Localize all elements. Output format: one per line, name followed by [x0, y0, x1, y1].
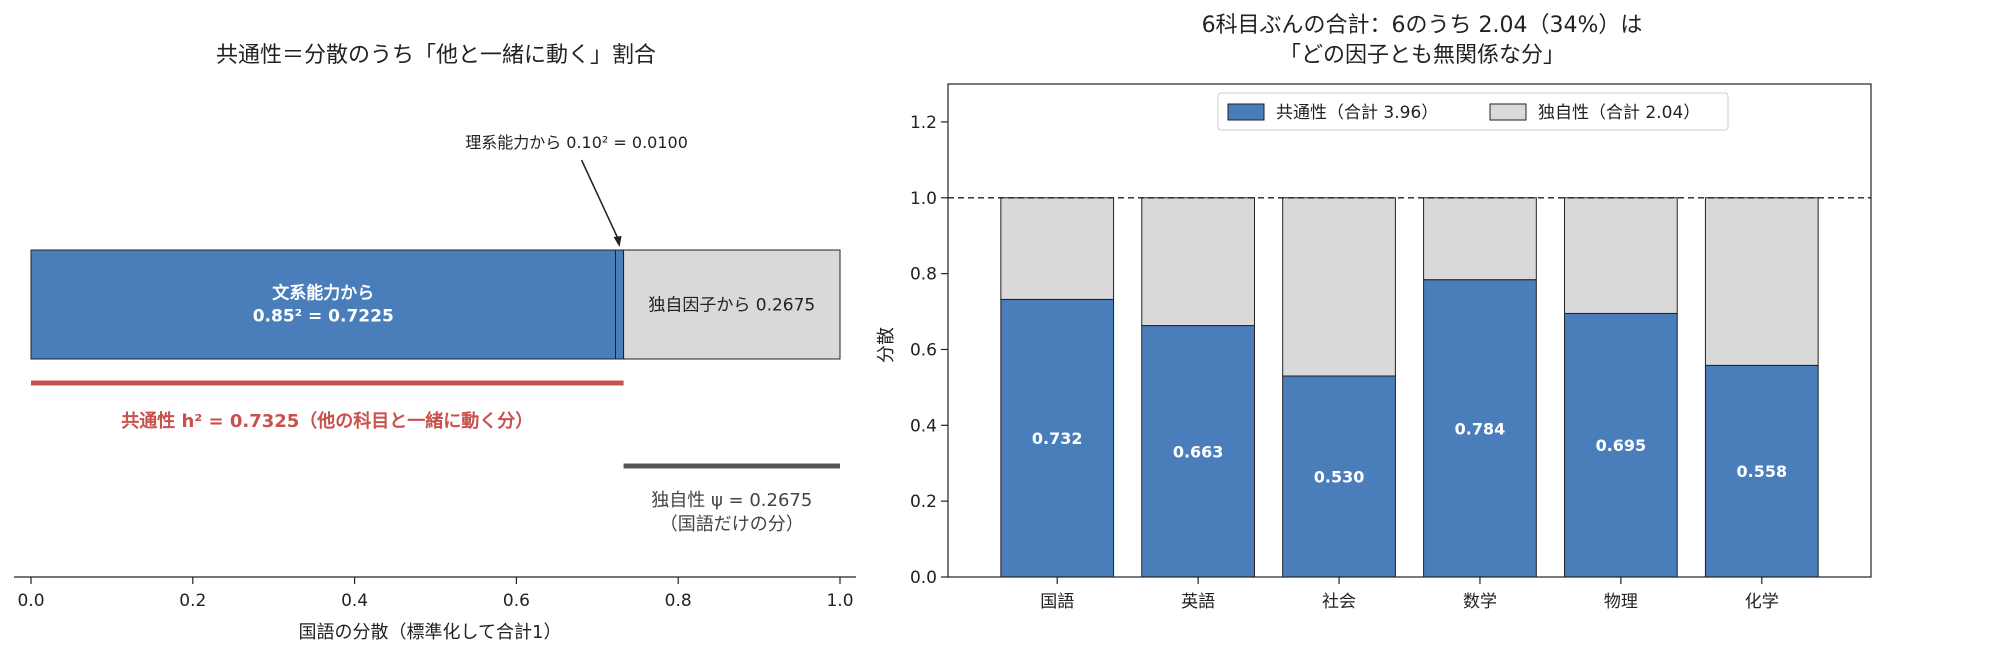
left-panel-chart: 共通性＝分散のうち「他と一緒に動く」割合 文系能力から 0.85² = 0.72…: [14, 43, 856, 643]
right-y-ticks: 0.0 0.2 0.4 0.6 0.8 1.0 1.2: [910, 113, 948, 588]
bar-uniqueness: [1423, 197, 1537, 281]
bar-uniqueness: [1000, 197, 1115, 300]
annotation-arrowhead: [613, 236, 622, 247]
right-y-tick-label: 1.2: [910, 113, 937, 133]
communality-label: 共通性 h² = 0.7325（他の科目と一緒に動く分）: [121, 410, 533, 432]
bar-data-label: 0.530: [1314, 468, 1365, 487]
left-x-ticks: 0.0 0.2 0.4 0.6 0.8 1.0: [17, 577, 854, 611]
bar-segment-verbal: [30, 249, 617, 360]
bar-verbal-label-line1: 文系能力から: [272, 283, 374, 304]
right-y-axis-label: 分散: [876, 327, 897, 363]
left-chart-title: 共通性＝分散のうち「他と一緒に動く」割合: [216, 43, 656, 68]
bar-data-label: 0.663: [1173, 442, 1224, 461]
left-x-tick-label: 0.2: [179, 591, 206, 611]
bar-segment-science: [615, 249, 625, 360]
right-y-tick-label: 0.6: [910, 340, 937, 360]
right-y-tick-label: 0.2: [910, 492, 937, 512]
right-x-tick-label: 国語: [1040, 592, 1074, 612]
right-y-tick-label: 1.0: [910, 189, 937, 209]
right-chart-title-line2: 「どの因子とも無関係な分」: [1279, 43, 1565, 68]
left-x-tick-label: 0.8: [665, 591, 692, 611]
bar-communality: [1282, 375, 1396, 578]
left-x-tick-label: 0.4: [341, 591, 368, 611]
bar-uniqueness: [1141, 197, 1255, 327]
legend-swatch-uniqueness: [1489, 103, 1527, 121]
legend-box: [1217, 92, 1729, 131]
legend-label-uniqueness: 独自性（合計 2.04）: [1538, 103, 1700, 123]
legend-label-communality: 共通性（合計 3.96）: [1276, 103, 1438, 123]
right-y-tick-label: 0.0: [910, 568, 937, 588]
bar-segment-unique: [623, 249, 841, 360]
left-x-axis-label: 国語の分散（標準化して合計1）: [299, 622, 562, 643]
bar-unique-label: 独自因子から 0.2675: [648, 296, 815, 316]
bar-communality: [1704, 364, 1819, 578]
right-y-tick-label: 0.4: [910, 416, 937, 436]
left-x-tick-label: 1.0: [826, 591, 853, 611]
right-x-tick-label: 化学: [1745, 592, 1779, 612]
right-panel-chart: 6科目ぶんの合計：6のうち 2.04（34%）は 「どの因子とも無関係な分」 0…: [876, 13, 1872, 612]
bar-communality: [1423, 279, 1537, 578]
bar-uniqueness: [1282, 197, 1396, 377]
bar-data-label: 0.784: [1455, 419, 1506, 438]
bar-data-label: 0.695: [1596, 436, 1647, 455]
right-x-tick-label: 数学: [1463, 592, 1497, 612]
bar-data-label: 0.558: [1736, 462, 1787, 481]
right-x-tick-label: 英語: [1181, 592, 1215, 612]
science-annotation: 理系能力から 0.10² = 0.0100: [465, 133, 688, 152]
left-x-tick-label: 0.0: [17, 591, 44, 611]
right-x-ticks: 国語 英語 社会 数学 物理 化学: [1040, 577, 1779, 612]
bar-uniqueness: [1704, 197, 1819, 366]
right-x-tick-label: 物理: [1604, 592, 1638, 612]
right-chart-title-line1: 6科目ぶんの合計：6のうち 2.04（34%）は: [1202, 13, 1643, 38]
bar-data-label: 0.732: [1032, 429, 1083, 448]
annotation-arrow: [580, 159, 621, 243]
right-x-tick-label: 社会: [1322, 592, 1356, 612]
legend: 共通性（合計 3.96） 独自性（合計 2.04）: [1217, 92, 1729, 131]
bar-communality: [1564, 312, 1678, 578]
right-bars: 0.732 0.663 0.530 0.784 0.695 0.558: [1000, 197, 1819, 578]
legend-swatch-communality: [1227, 103, 1265, 121]
left-x-tick-label: 0.6: [503, 591, 530, 611]
right-y-tick-label: 0.8: [910, 265, 937, 285]
right-plot-frame: [947, 83, 1872, 578]
bar-uniqueness: [1564, 197, 1678, 314]
bar-verbal-label-line2: 0.85² = 0.7225: [253, 307, 394, 327]
uniqueness-label-line2: （国語だけの分）: [660, 514, 804, 535]
uniqueness-label-line1: 独自性 ψ = 0.2675: [651, 490, 812, 511]
